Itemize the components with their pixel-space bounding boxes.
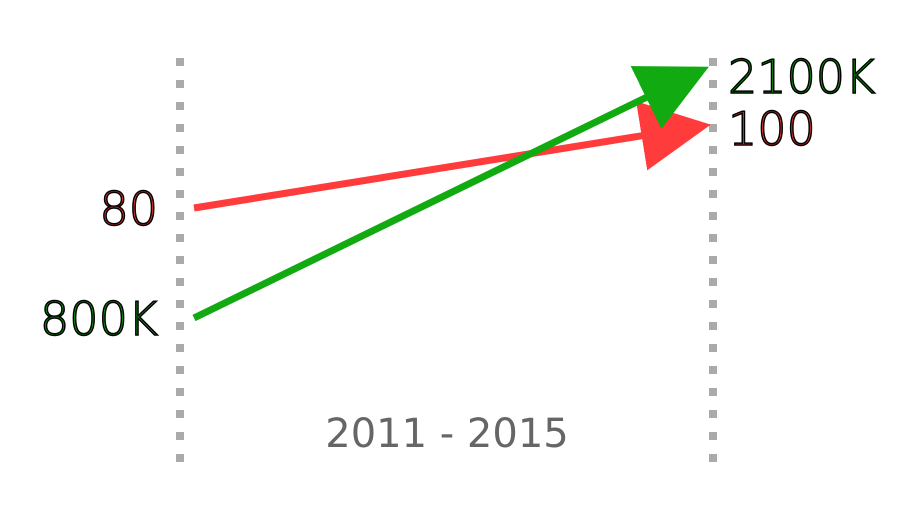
series-line-1 bbox=[192, 66, 709, 322]
series-lines bbox=[192, 66, 711, 322]
end-label-1: 2100K bbox=[728, 50, 875, 104]
start-label-1: 800K bbox=[40, 292, 158, 346]
start-label-0: 80 bbox=[99, 182, 158, 236]
end-label-0: 100 bbox=[728, 102, 816, 156]
period-label: 2011 - 2015 bbox=[325, 411, 568, 457]
series-labels: 80 100 800K 2100K bbox=[39, 49, 876, 347]
series-line-0 bbox=[193, 101, 711, 212]
